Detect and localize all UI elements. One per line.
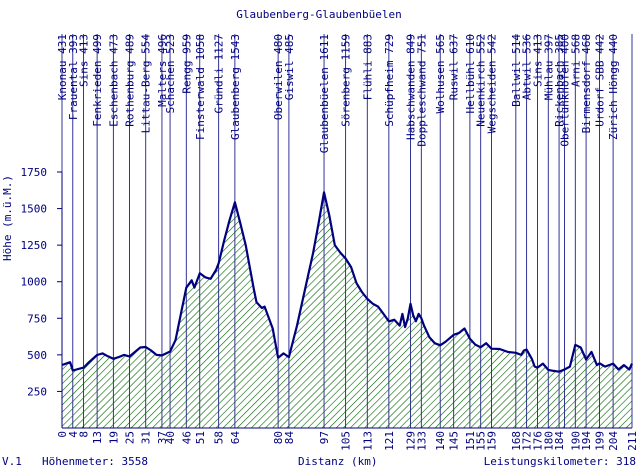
- y-axis-label: Höhe (m.ü.M.): [1, 175, 14, 261]
- y-tick-label: 1750: [21, 166, 48, 179]
- waypoint-label: Wolhusen 565: [434, 34, 447, 113]
- x-tick-label: 151: [464, 431, 477, 451]
- x-tick-label: 155: [475, 431, 488, 451]
- waypoint-label: Glaubenbüelen 1611: [318, 34, 331, 153]
- waypoint-label: Giswil 485: [283, 34, 296, 100]
- waypoint-label: Birmensdorf 468: [580, 34, 593, 133]
- waypoint-label: Zürich Höngg 440: [607, 34, 620, 140]
- waypoint-label: Glaubenberg 1543: [229, 34, 242, 140]
- footer-effort-km: Leistungskilometer: 318: [484, 455, 636, 467]
- x-tick-label: 159: [486, 431, 499, 451]
- x-tick-label: 19: [107, 431, 120, 444]
- waypoint-label: Wegscheiden 542: [486, 34, 499, 133]
- waypoint-label: Arni 568: [569, 34, 582, 87]
- waypoint-label: Littau-Berg 554: [140, 34, 153, 134]
- footer-version: V.1: [2, 455, 22, 467]
- x-tick-label: 113: [361, 431, 374, 451]
- waypoint-label: Gründli 1127: [213, 34, 226, 113]
- y-tick-label: 1250: [21, 239, 48, 252]
- waypoint-label: Abtwil 536: [521, 34, 534, 100]
- x-tick-label: 145: [448, 431, 461, 451]
- waypoint-label: Urdorf SBB 442: [594, 34, 607, 127]
- waypoint-label: Flühli 883: [361, 34, 374, 100]
- x-tick-label: 0: [56, 431, 69, 438]
- x-tick-label: 51: [194, 431, 207, 444]
- y-tick-label: 250: [27, 385, 47, 398]
- x-tick-label: 140: [434, 431, 447, 451]
- x-tick-label: 204: [607, 431, 620, 451]
- waypoint-label: Finsterwald 1058: [194, 34, 207, 140]
- waypoint-label: Rickenbach 385: [553, 34, 566, 127]
- waypoint-label: Ballwil 514: [510, 34, 523, 107]
- x-tick-label: 121: [383, 431, 396, 451]
- waypoint-label: Sins 413: [78, 34, 91, 87]
- waypoint-label: Oberlunkhofen 400: [558, 34, 571, 147]
- waypoint-label: Eschenbach 473: [107, 34, 120, 127]
- x-tick-label: 64: [229, 431, 242, 445]
- x-tick-label: 8: [78, 431, 91, 438]
- x-tick-label: 184: [553, 431, 566, 451]
- chart-title: Glaubenberg-Glaubenbüelen: [236, 8, 402, 21]
- waypoint-label: Ruswil 637: [448, 34, 461, 100]
- waypoint-label: Sörenberg 1159: [340, 34, 353, 127]
- waypoint-label: Oberwilen 480: [272, 34, 285, 120]
- y-tick-label: 750: [27, 312, 47, 325]
- y-tick-label: 1500: [21, 203, 48, 216]
- waypoint-label: Mühlau 397: [542, 34, 555, 100]
- y-tick-labels: 250 500 750 1000 1250 1500 1750: [21, 166, 62, 398]
- x-tick-label: 13: [91, 431, 104, 444]
- waypoint-label: Rothenburg 489: [124, 34, 137, 127]
- y-tick-label: 1000: [21, 276, 48, 289]
- x-tick-label: 176: [531, 431, 544, 451]
- waypoint-label: Neuenkirch 552: [475, 34, 488, 127]
- x-tick-label: 80: [272, 431, 285, 444]
- elevation-profile-line: [61, 191, 634, 373]
- waypoint-label: Habschwanden 849: [404, 34, 417, 140]
- waypoint-label: Knonau 431: [56, 34, 69, 100]
- x-tick-label: 84: [283, 431, 296, 445]
- waypoint-label: Sins 413: [531, 34, 544, 87]
- x-tick-label: 133: [415, 431, 428, 451]
- elevation-area: [61, 191, 634, 428]
- waypoint-label: Rengg 959: [180, 34, 193, 94]
- x-tick-label: 211: [626, 431, 638, 451]
- axes: [61, 172, 632, 429]
- x-tick-label: 31: [140, 431, 153, 444]
- waypoint-label: Frauental 393: [67, 34, 80, 120]
- x-tick-label: 40: [164, 431, 177, 444]
- x-tick-label: 199: [594, 431, 607, 451]
- x-tick-label: 25: [124, 431, 137, 444]
- x-tick-label: 4: [67, 431, 80, 438]
- x-tick-label: 172: [521, 431, 534, 451]
- waypoint-label: Schüpfheim 729: [383, 34, 396, 127]
- x-tick-label: 105: [340, 431, 353, 451]
- x-tick-label: 194: [580, 431, 593, 451]
- waypoint-label: Schachen 523: [164, 34, 177, 113]
- x-tick-label: 37: [156, 431, 169, 444]
- x-tick-label: 97: [318, 431, 331, 444]
- waypoint-label: Hellbühl 610: [464, 34, 477, 113]
- x-tick-label: 180: [542, 431, 555, 451]
- x-tick-label: 129: [404, 431, 417, 451]
- x-tick-label: 46: [180, 431, 193, 444]
- x-tick-label: 190: [569, 431, 582, 451]
- waypoint-label: Malters 496: [156, 34, 169, 107]
- footer-elevation-gain: Höhenmeter: 3558: [42, 455, 148, 467]
- x-tick-label: 58: [213, 431, 226, 444]
- x-tick-label: 168: [510, 431, 523, 451]
- waypoint-label: Doppleschwand 751: [415, 34, 428, 147]
- y-tick-label: 500: [27, 349, 47, 362]
- x-axis-label: Distanz (km): [298, 455, 377, 467]
- waypoint-label: Fenkrieden 499: [91, 34, 104, 127]
- elevation-area-fill: [62, 192, 632, 428]
